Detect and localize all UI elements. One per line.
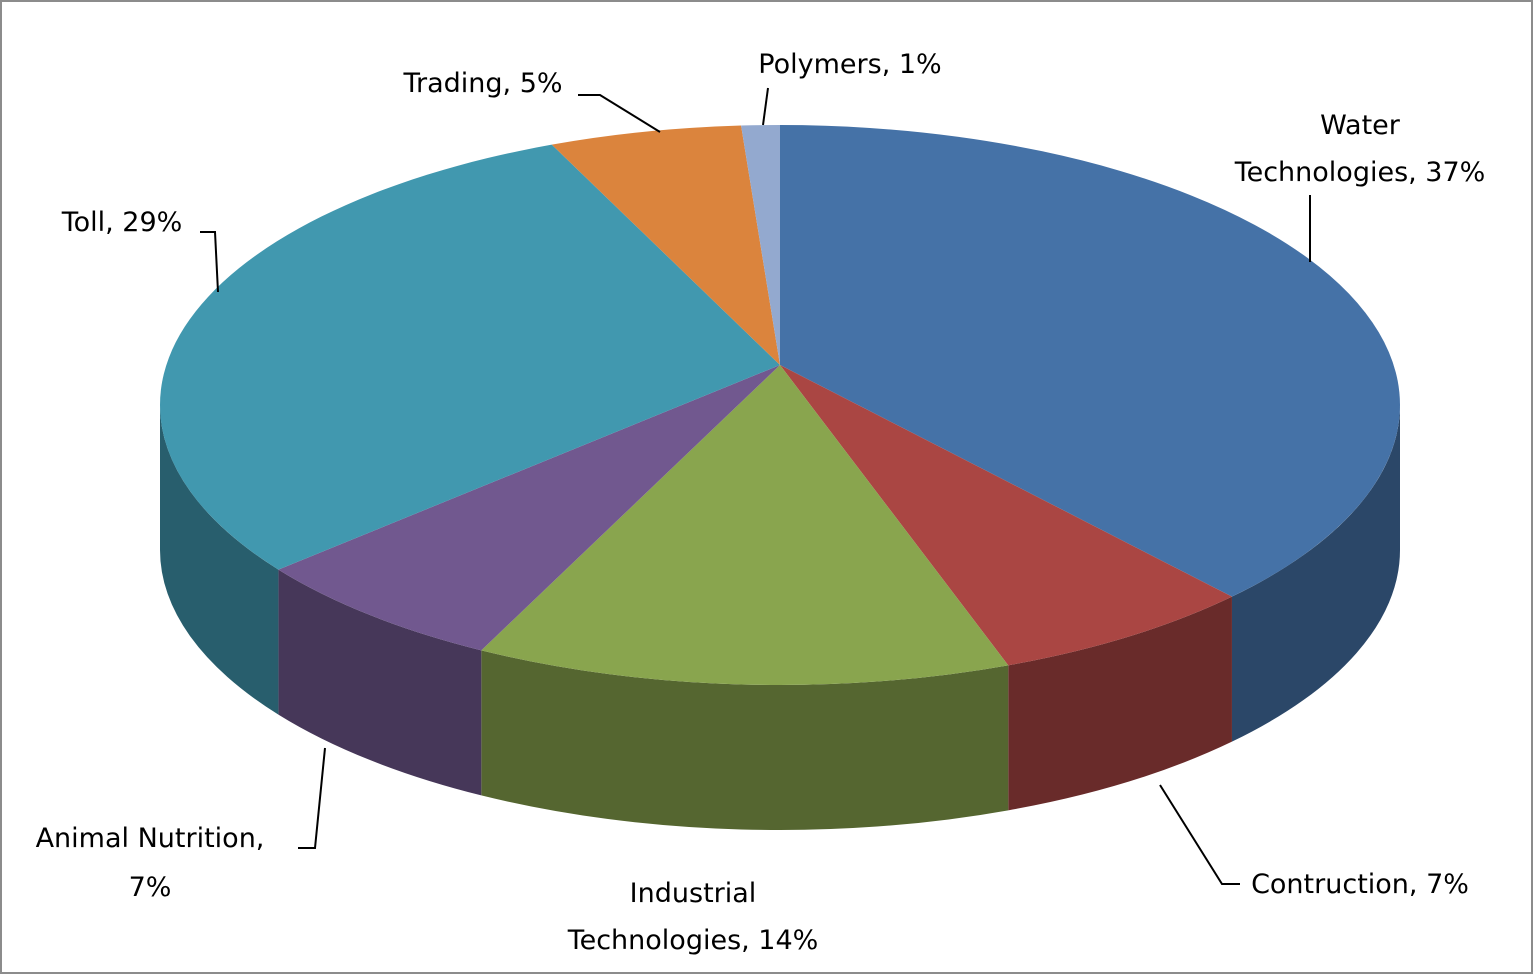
leader-line — [762, 87, 769, 126]
data-label: Trading, 5% — [402, 68, 562, 99]
data-label: Toll, 29% — [61, 207, 183, 238]
data-label-line: Industrial — [630, 878, 757, 909]
pie-slice — [278, 365, 780, 651]
pie-slice — [481, 365, 1009, 685]
pie-slice — [780, 365, 1232, 666]
pie-slice — [780, 125, 1400, 597]
data-label-line: Technologies, 37% — [1234, 157, 1486, 188]
pie-slice — [741, 125, 780, 365]
leader-line — [298, 747, 326, 849]
leader-line — [578, 94, 661, 133]
pie-sides — [160, 405, 1400, 830]
data-label: Contruction, 7% — [1251, 869, 1469, 900]
leader-line — [1159, 784, 1240, 885]
data-label: Water Technologies, 37% — [1234, 110, 1486, 188]
pie-side — [481, 650, 1009, 830]
data-label-line: Polymers, 1% — [758, 49, 941, 80]
data-label-line: Animal Nutrition, — [36, 823, 265, 854]
data-label: Polymers, 1% — [758, 49, 941, 80]
data-label-line: 7% — [129, 872, 172, 903]
leader-line — [200, 231, 219, 293]
pie-side — [160, 405, 279, 715]
data-label-line: Contruction, 7% — [1251, 869, 1469, 900]
data-label-line: Toll, 29% — [61, 207, 183, 238]
data-label-line: Water — [1320, 110, 1401, 141]
pie-side — [1231, 405, 1400, 742]
data-label: Animal Nutrition, 7% — [36, 823, 265, 903]
data-labels: Water Technologies, 37% Contruction, 7% Ind… — [36, 49, 1486, 956]
pie-side — [1008, 596, 1232, 811]
pie-slice — [159, 144, 780, 570]
pie-side — [278, 569, 482, 796]
pie-slice — [551, 125, 780, 365]
data-label: Industrial Technologies, 14% — [567, 878, 819, 956]
pie-tops — [159, 125, 1400, 685]
data-label-line: Trading, 5% — [402, 68, 562, 99]
data-label-line: Technologies, 14% — [567, 925, 819, 956]
